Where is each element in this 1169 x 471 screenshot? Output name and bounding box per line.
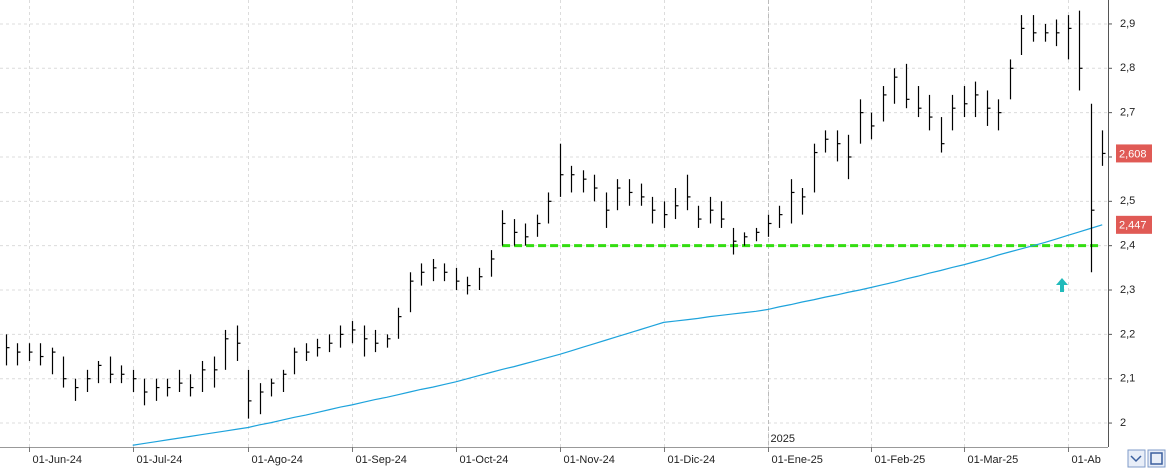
y-tick-label: 2,7 [1120,107,1135,119]
y-tick-label: 2,9 [1120,18,1135,30]
plot-layer [0,0,1108,447]
x-tick-label: 01-Jun-24 [33,454,83,466]
y-tick-label: 2,3 [1120,284,1135,296]
save-button[interactable] [1147,449,1166,468]
expand-icon [1130,455,1142,463]
toolbar-icons [1127,449,1166,468]
y-tick-label: 2,4 [1120,240,1135,252]
save-icon [1150,452,1163,465]
x-tick-label: 01-Mar-25 [968,454,1019,466]
x-tick-label: 01-Ago-24 [252,454,303,466]
y-tick-label: 2,5 [1120,195,1135,207]
price-tag-label: 2,447 [1119,220,1147,232]
year-label: 2025 [771,433,795,445]
moving-average-line [132,224,1103,446]
expand-button[interactable] [1127,449,1146,468]
x-tick-label: 01-Feb-25 [875,454,926,466]
price-tag [1116,144,1152,163]
y-tick-label: 2,8 [1120,62,1135,74]
price-tag [1116,215,1152,234]
arrow-icon [1056,278,1068,292]
y-tick-label: 2,2 [1120,328,1135,340]
x-tick-label: 01-Dic-24 [668,454,716,466]
x-tick-label: 01-Ab [1072,454,1101,466]
price-tag-label: 2,608 [1119,148,1147,160]
x-tick-label: 01-Jul-24 [137,454,183,466]
x-tick-label: 01-Oct-24 [460,454,509,466]
x-tick-label: 01-Ene-25 [772,454,823,466]
x-tick-label: 01-Sep-24 [356,454,407,466]
y-tick-label: 2 [1120,417,1126,429]
y-tick-label: 2,1 [1120,373,1135,385]
x-tick-label: 01-Nov-24 [564,454,615,466]
